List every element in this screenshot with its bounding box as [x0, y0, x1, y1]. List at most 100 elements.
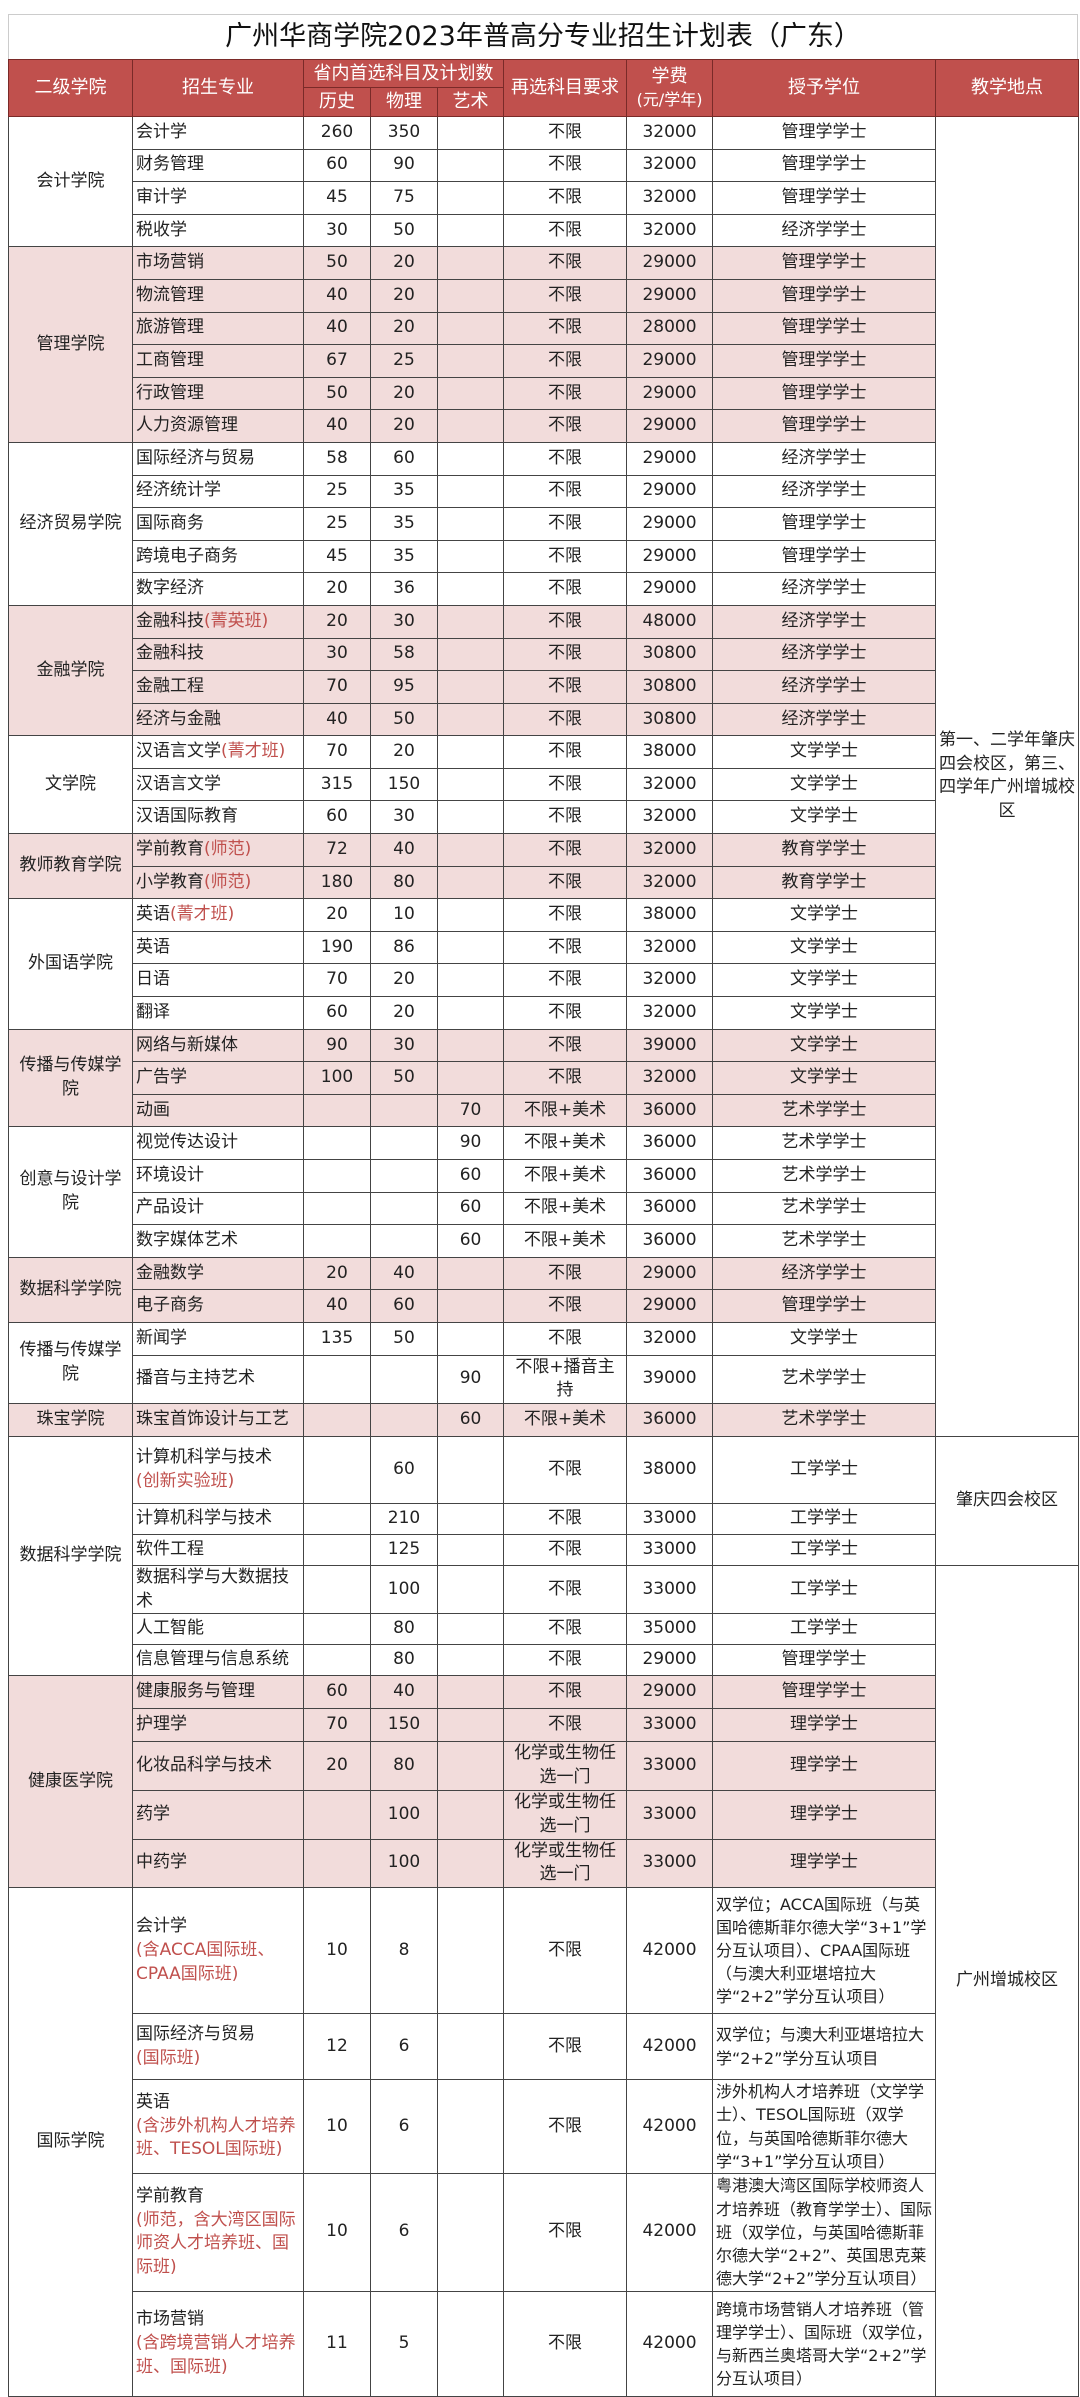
college-name: 珠宝学院	[8, 1403, 133, 1437]
major-label: 金融数学	[136, 1262, 204, 1283]
major-label: 金融科技	[136, 610, 204, 631]
major-name: 动画	[132, 1093, 304, 1128]
tuition-fee: 29000	[626, 474, 714, 509]
college-name: 数据科学学院	[8, 1435, 133, 1677]
tuition-fee: 32000	[626, 996, 714, 1030]
college-name: 文学院	[8, 735, 133, 835]
table-row: 文学院 汉语言文学(菁才班) 70 20 不限 38000 文学学士	[8, 735, 1079, 835]
history-count: 60	[303, 996, 371, 1030]
history-count: 190	[303, 930, 371, 965]
history-count	[303, 1838, 371, 1889]
history-count: 30	[303, 637, 371, 672]
art-count	[436, 376, 505, 411]
art-count	[436, 1533, 505, 1566]
table-row: 金融学院 金融科技(菁英班) 20 30 不限 48000 经济学学士	[8, 604, 1079, 737]
history-count: 11	[303, 2290, 371, 2397]
major-label: 经济统计学	[136, 480, 221, 501]
major-name: 广告学	[132, 1061, 304, 1095]
degree: 工学学士	[712, 1435, 937, 1504]
tuition-fee: 42000	[626, 2013, 714, 2081]
major-label: 网络与新媒体	[136, 1034, 238, 1055]
history-count: 40	[303, 278, 371, 313]
table-row: 国际经济与贸易 (国际班) 12 6 不限 42000 双学位；与澳大利亚堪培拉大学“2+2…	[9, 2013, 1079, 2081]
degree: 工学学士	[712, 1613, 937, 1646]
tuition-fee: 38000	[626, 735, 714, 769]
physics-count: 95	[370, 670, 438, 704]
major-name: 学前教育 (师范，含大湾区国际师资人才培养班、国际班)	[132, 2172, 304, 2292]
major-name: 汉语言文学(菁才班)	[132, 735, 304, 769]
major-label: 物流管理	[136, 284, 204, 305]
art-count	[436, 1061, 505, 1095]
degree: 工学学士	[712, 1564, 937, 1615]
table-row: 外国语学院 英语(菁才班) 20 10 不限 38000 文学学士	[8, 898, 1079, 1030]
degree: 管理学学士	[712, 116, 937, 150]
tuition-fee: 36000	[626, 1224, 714, 1258]
major-note: (含跨境营销人才培养班、国际班)	[136, 2332, 296, 2377]
subject-requirement: 不限	[503, 1289, 628, 1323]
physics-count: 6	[370, 2172, 438, 2292]
history-count: 50	[303, 376, 371, 411]
tuition-fee: 36000	[626, 1159, 714, 1193]
major-label: 财务管理	[136, 154, 204, 175]
tuition-fee: 29000	[626, 507, 714, 541]
tuition-fee: 36000	[626, 1093, 714, 1128]
major-name: 金融科技(菁英班)	[132, 604, 304, 639]
subject-requirement: 不限	[503, 1533, 628, 1566]
history-count: 45	[303, 539, 371, 574]
history-count: 70	[303, 670, 371, 704]
table-row: 汉语言文学 315 150 不限 32000 文学学士	[9, 767, 1079, 802]
major-label: 英语	[136, 936, 170, 957]
physics-count: 50	[370, 213, 438, 248]
table-row: 计算机科学与技术 210 不限 33000 工学学士	[9, 1502, 1079, 1535]
college-name: 健康医学院	[8, 1675, 133, 1889]
physics-count: 80	[370, 1741, 438, 1791]
physics-count: 10	[370, 898, 438, 932]
subject-requirement: 不限	[503, 1028, 628, 1063]
history-count: 50	[303, 246, 371, 280]
art-count	[436, 539, 505, 574]
major-label: 珠宝首饰设计与工艺	[136, 1409, 289, 1430]
history-count: 20	[303, 604, 371, 639]
history-count	[303, 1354, 371, 1405]
subject-requirement: 不限	[503, 1435, 628, 1504]
physics-count: 50	[370, 702, 438, 737]
degree: 理学学士	[712, 1789, 937, 1840]
table-row: 教师教育学院 学前教育(师范) 72 40 不限 32000 教育学学士	[8, 833, 1079, 900]
physics-count: 50	[370, 1061, 438, 1095]
major-label: 产品设计	[136, 1197, 204, 1218]
degree: 管理学学士	[712, 344, 937, 378]
degree: 艺术学学士	[712, 1126, 937, 1160]
major-label: 动画	[136, 1099, 170, 1120]
history-count: 60	[303, 1675, 371, 1710]
art-count: 60	[436, 1191, 505, 1226]
degree: 文学学士	[712, 1061, 937, 1095]
tuition-fee: 32000	[626, 148, 714, 183]
history-count: 45	[303, 181, 371, 215]
degree: 管理学学士	[712, 246, 937, 280]
art-count	[436, 930, 505, 965]
header-fee-label: 学费	[651, 66, 688, 88]
major-label: 国际经济与贸易	[136, 2023, 255, 2044]
subject-requirement: 不限	[503, 1708, 628, 1743]
major-label: 小学教育	[136, 871, 204, 892]
page-title: 广州华商学院2023年普高分专业招生计划表（广东）	[8, 14, 1078, 59]
college-name: 管理学院	[8, 246, 133, 443]
physics-count: 40	[370, 1675, 438, 1710]
subject-requirement: 不限	[503, 2290, 628, 2397]
history-count	[303, 1126, 371, 1160]
major-note: (师范)	[204, 838, 252, 859]
tuition-fee: 48000	[626, 604, 714, 639]
art-count	[436, 735, 505, 769]
tuition-fee: 29000	[626, 1675, 714, 1710]
major-name: 产品设计	[132, 1191, 304, 1226]
major-note: (菁才班)	[221, 741, 286, 762]
art-count: 60	[436, 1403, 505, 1437]
major-label: 视觉传达设计	[136, 1132, 238, 1153]
teaching-location: 广州增城校区	[935, 1564, 1080, 2397]
degree: 双学位；与澳大利亚堪培拉大学“2+2”学分互认项目	[712, 2013, 937, 2081]
degree: 文学学士	[712, 735, 937, 769]
history-count	[303, 1644, 371, 1677]
art-count	[436, 702, 505, 737]
subject-requirement: 不限	[503, 800, 628, 835]
art-count	[436, 1564, 505, 1615]
